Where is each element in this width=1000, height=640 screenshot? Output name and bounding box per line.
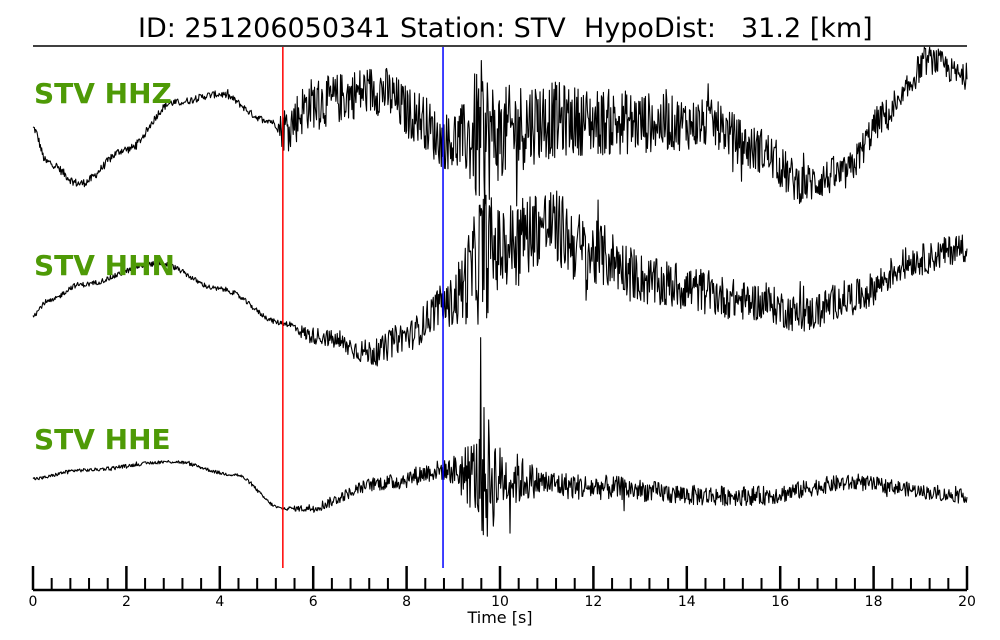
title-hypodist-value: 31.2 [km]: [741, 13, 873, 44]
trace-stv-hhz: [32, 46, 968, 207]
traces-group: [32, 46, 968, 537]
trace-stv-hhe: [32, 337, 968, 537]
x-tick-label: 8: [402, 594, 411, 610]
axis-ticks: 0 2 4 6 8 10 12 14 16 18 20: [29, 566, 976, 610]
trace-stv-hhn: [32, 189, 968, 367]
x-tick-label: 14: [678, 594, 696, 610]
x-tick-label: 20: [958, 594, 976, 610]
channel-label-stv-hhe: STV HHE: [34, 423, 171, 456]
x-tick-label: 0: [29, 594, 38, 610]
channel-label-stv-hhn: STV HHN: [34, 249, 175, 282]
channel-labels: STV HHZ STV HHN STV HHE: [34, 77, 175, 456]
x-tick-label: 18: [865, 594, 883, 610]
x-tick-label: 16: [771, 594, 789, 610]
time-axis: 0 2 4 6 8 10 12 14 16 18 20 Time [s]: [29, 566, 976, 627]
channel-label-stv-hhz: STV HHZ: [34, 77, 172, 110]
title-id: ID: 251206050341: [138, 13, 391, 44]
phase-picks: [282, 47, 444, 568]
chart-title: ID: 251206050341 Station: STV HypoDist: …: [138, 13, 873, 44]
x-tick-label: 12: [584, 594, 602, 610]
x-tick-label: 10: [491, 594, 509, 610]
title-hypodist-label: HypoDist:: [584, 13, 716, 44]
x-tick-label: 4: [215, 594, 224, 610]
title-station: Station: STV: [400, 13, 566, 44]
x-axis-label: Time [s]: [466, 608, 532, 627]
x-tick-label: 2: [122, 594, 131, 610]
x-tick-label: 6: [309, 594, 318, 610]
